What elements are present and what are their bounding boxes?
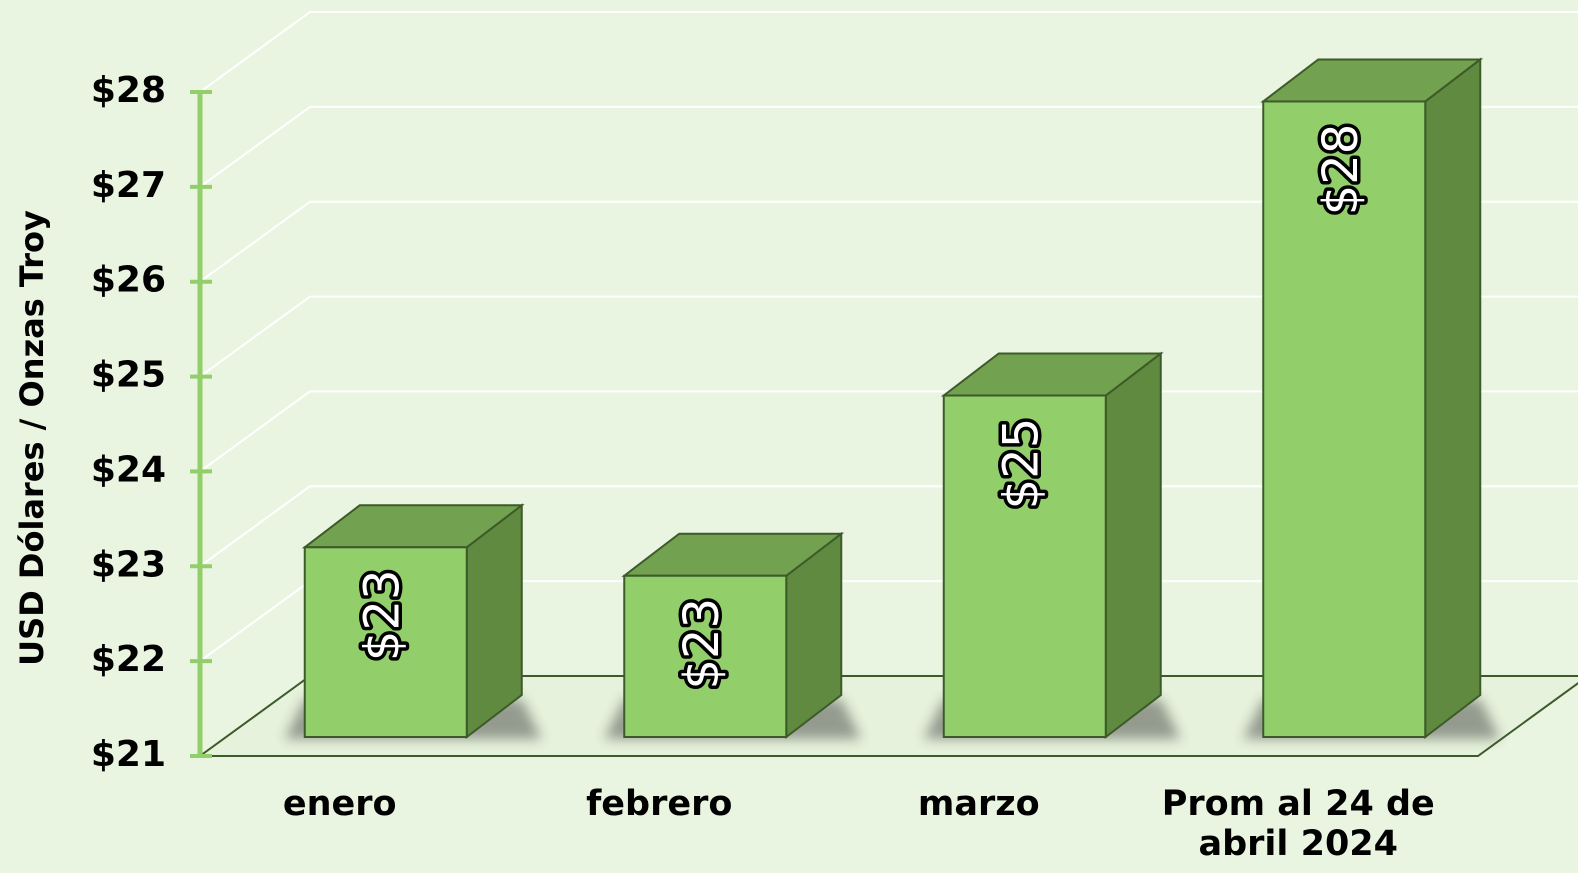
x-tick-label: marzo — [917, 784, 1040, 824]
grid-line — [199, 105, 1578, 188]
y-tick-label: $25 — [91, 355, 166, 396]
plot: $23 $23 $25 $28 — [196, 11, 1578, 757]
x-tick-label: febrero — [586, 784, 733, 824]
y-tick-label: $22 — [91, 639, 166, 680]
bar — [942, 394, 1107, 738]
y-axis-label: USD Dólares / Onzas Troy — [13, 210, 51, 666]
value-label: $23 — [674, 598, 730, 690]
y-tick-label: $26 — [91, 260, 166, 301]
grid-line — [199, 485, 1578, 568]
value-label: $25 — [994, 418, 1050, 510]
grid-line — [199, 200, 1578, 283]
bar — [303, 546, 468, 738]
y-tick-label: $21 — [91, 734, 166, 775]
bar-side — [1104, 351, 1162, 740]
value-label: $23 — [355, 569, 411, 661]
value-label: $28 — [1313, 124, 1369, 216]
x-tick-label: Prom al 24 de abril 2024 — [1161, 784, 1435, 864]
x-tick-label: enero — [282, 784, 397, 824]
y-tick-label: $23 — [91, 544, 166, 585]
y-tick-label: $27 — [91, 165, 166, 206]
y-tick-label: $24 — [91, 449, 166, 490]
bar-side — [1424, 57, 1482, 740]
grid-line — [199, 390, 1578, 473]
grid-line — [199, 295, 1578, 378]
y-tick-label: $28 — [91, 70, 166, 111]
bar — [1262, 100, 1427, 738]
floor — [196, 675, 1578, 757]
bar — [623, 574, 788, 738]
grid-line — [199, 11, 1578, 93]
